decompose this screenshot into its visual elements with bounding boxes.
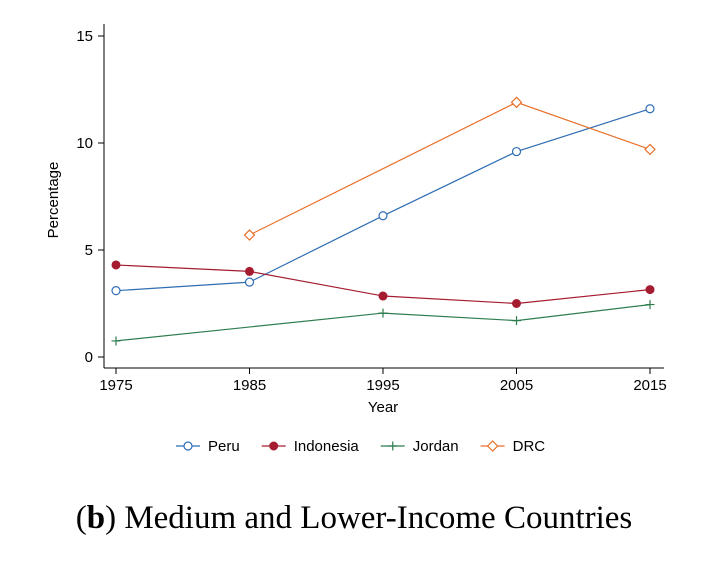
y-axis: 0 5 10 15 bbox=[76, 24, 105, 368]
legend-item-jordan: Jordan bbox=[380, 438, 459, 455]
y-axis-label: Percentage bbox=[45, 162, 62, 239]
data-point-drc bbox=[644, 143, 656, 156]
data-point-indonesia bbox=[245, 266, 254, 276]
data-point-indonesia bbox=[512, 299, 521, 308]
legend-item-peru: Peru bbox=[176, 438, 240, 455]
x-axis-label: Year bbox=[368, 399, 398, 416]
legend-marker-jordan bbox=[388, 441, 398, 451]
series-jordan bbox=[111, 300, 655, 346]
legend: Peru Indonesia Jordan DRC bbox=[176, 438, 545, 455]
series-indonesia bbox=[111, 260, 655, 308]
x-tick-label: 2005 bbox=[500, 377, 533, 394]
plot-area bbox=[111, 96, 656, 346]
series-line-peru bbox=[115, 108, 651, 292]
legend-label-drc: DRC bbox=[513, 438, 546, 455]
line-chart: 0 5 10 15 1975 1985 1995 2005 2015 Percentage Y… bbox=[45, 24, 667, 455]
data-point-peru bbox=[111, 286, 121, 296]
x-tick-label: 1995 bbox=[366, 377, 399, 394]
data-point-peru bbox=[511, 146, 522, 157]
x-tick-group: 1975 1985 1995 2005 2015 bbox=[99, 368, 667, 394]
caption-label: b bbox=[86, 500, 106, 536]
x-axis: 1975 1985 1995 2005 2015 bbox=[99, 367, 667, 394]
legend-marker-peru bbox=[183, 441, 193, 451]
data-point-peru bbox=[378, 211, 388, 221]
data-point-indonesia bbox=[111, 260, 121, 270]
y-tick-group: 0 5 10 15 bbox=[76, 28, 104, 366]
legend-item-indonesia: Indonesia bbox=[261, 438, 360, 455]
data-point-peru bbox=[645, 104, 655, 114]
data-point-jordan bbox=[645, 300, 655, 310]
legend-marker-indonesia bbox=[269, 441, 279, 451]
series-drc bbox=[243, 96, 656, 241]
legend-label-jordan: Jordan bbox=[413, 438, 459, 455]
figure-caption: (b) Medium and Lower-Income Countries bbox=[75, 500, 633, 536]
y-tick-label: 0 bbox=[85, 349, 93, 366]
series-peru bbox=[111, 104, 655, 296]
data-point-indonesia bbox=[378, 291, 388, 301]
legend-label-peru: Peru bbox=[208, 438, 240, 455]
x-tick-label: 2015 bbox=[633, 377, 666, 394]
data-point-drc bbox=[243, 229, 256, 241]
data-point-jordan bbox=[111, 336, 121, 346]
y-tick-label: 10 bbox=[76, 135, 93, 152]
legend-item-drc: DRC bbox=[480, 438, 546, 455]
x-tick-label: 1985 bbox=[233, 377, 266, 394]
legend-label-indonesia: Indonesia bbox=[294, 438, 360, 455]
series-line-drc bbox=[249, 101, 651, 236]
data-point-drc bbox=[510, 96, 523, 109]
x-tick-label: 1975 bbox=[99, 377, 132, 394]
y-tick-label: 15 bbox=[76, 28, 93, 45]
y-tick-label: 5 bbox=[85, 242, 93, 259]
series-line-jordan bbox=[115, 304, 651, 342]
data-point-jordan bbox=[512, 316, 521, 326]
data-point-peru bbox=[244, 277, 255, 287]
caption-text: Medium and Lower-Income Countries bbox=[124, 500, 633, 536]
data-point-jordan bbox=[378, 308, 388, 318]
legend-marker-drc bbox=[486, 440, 499, 452]
data-point-indonesia bbox=[645, 285, 655, 295]
